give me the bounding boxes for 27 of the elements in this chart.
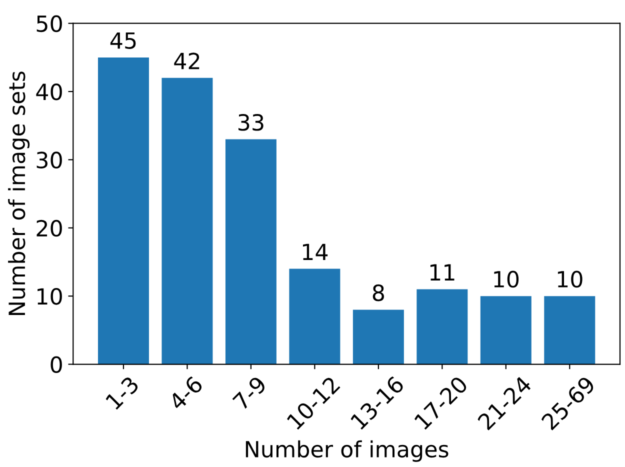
bar [352, 310, 404, 364]
x-tick-label: 1-3 [105, 376, 140, 410]
x-tick-label: 4-6 [168, 375, 204, 412]
y-tick-label: 20 [36, 220, 62, 237]
data-label: 10 [558, 270, 582, 288]
bar [416, 289, 468, 364]
y-tick-label: 30 [36, 152, 62, 168]
y-tick-label: 0 [50, 356, 62, 374]
data-label: 45 [110, 32, 136, 49]
y-axis-title: Number of image sets [8, 72, 30, 315]
data-label: 33 [238, 114, 264, 131]
bar [289, 268, 340, 364]
y-tick-label: 50 [36, 15, 62, 32]
bar [480, 296, 532, 364]
data-label: 42 [174, 52, 200, 70]
x-tick-label: 7-9 [232, 375, 268, 411]
bar [98, 57, 149, 364]
data-label: 8 [372, 284, 384, 302]
data-label: 10 [494, 270, 519, 288]
bar [225, 139, 276, 364]
x-axis-title: Number of images [246, 440, 448, 462]
y-tick-label: 10 [38, 288, 62, 305]
data-label: 11 [430, 264, 454, 280]
data-label: 14 [302, 244, 328, 260]
y-tick-label: 40 [36, 83, 62, 100]
bar [162, 78, 213, 364]
bar [544, 296, 596, 364]
